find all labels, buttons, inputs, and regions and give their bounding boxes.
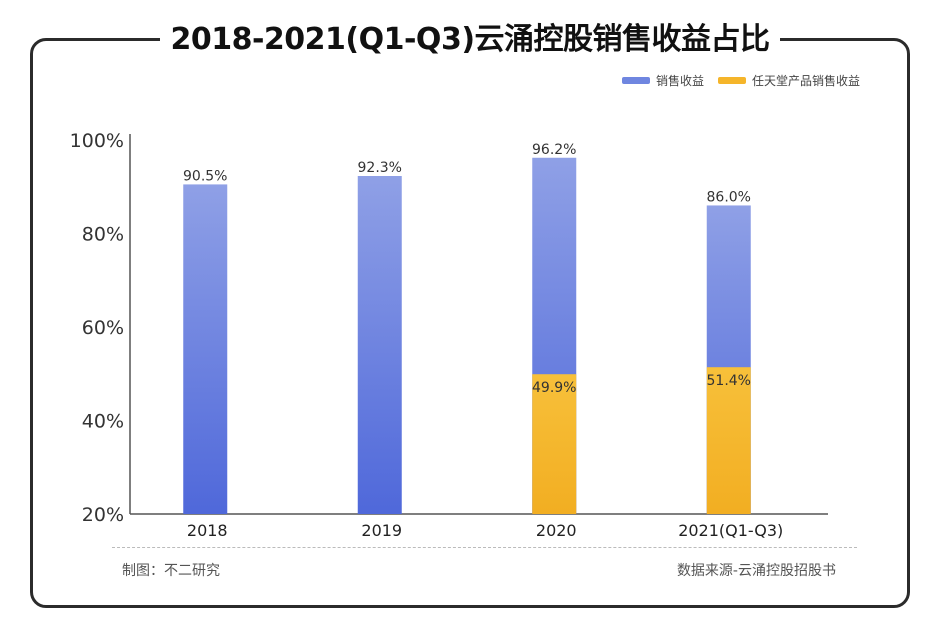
- data-label-sales: 96.2%: [532, 142, 576, 158]
- y-tick-label: 20%: [82, 504, 124, 526]
- x-category-label: 2018: [187, 521, 228, 540]
- legend-label-sales: 销售收益: [655, 74, 704, 88]
- source-text: 数据来源-云涌控股招股书: [676, 563, 836, 579]
- y-tick-label: 80%: [82, 224, 124, 246]
- legend-swatch-sales: [621, 77, 650, 84]
- data-label-nintendo: 49.9%: [532, 380, 576, 396]
- legend-item-nintendo: 任天堂产品销售收益: [717, 72, 860, 89]
- bar-sales: [183, 184, 228, 514]
- data-label-sales: 90.5%: [183, 168, 227, 184]
- data-label-nintendo: 51.4%: [707, 373, 751, 389]
- y-tick-label: 60%: [82, 317, 124, 339]
- legend-swatch-nintendo: [717, 77, 746, 84]
- x-category-label: 2020: [536, 521, 577, 540]
- footer-divider: [112, 547, 857, 548]
- bar-nintendo: [706, 367, 751, 514]
- y-tick-label: 40%: [82, 411, 124, 433]
- credit-text: 制图：不二研究: [122, 563, 220, 579]
- chart-title-wrap: 2018-2021(Q1-Q3)云涌控股销售收益占比: [0, 14, 940, 58]
- legend-label-nintendo: 任天堂产品销售收益: [751, 74, 860, 88]
- bar-nintendo: [532, 374, 577, 514]
- data-label-sales: 92.3%: [358, 160, 402, 176]
- legend-item-sales: 销售收益: [621, 72, 704, 89]
- y-tick-label: 100%: [70, 130, 124, 152]
- x-category-label: 2019: [361, 521, 402, 540]
- legend: 销售收益 任天堂产品销售收益: [621, 72, 860, 89]
- data-label-sales: 86.0%: [707, 189, 751, 205]
- x-category-label: 2021(Q1-Q3): [678, 521, 783, 540]
- chart-title: 2018-2021(Q1-Q3)云涌控股销售收益占比: [160, 22, 780, 57]
- bar-sales: [357, 175, 402, 514]
